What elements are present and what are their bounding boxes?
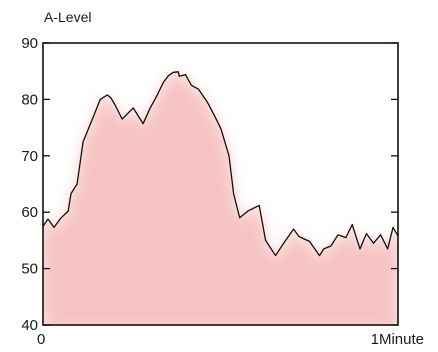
x-tick-label: 1Minute (371, 331, 424, 348)
y-tick-label: 70 (21, 148, 38, 165)
plot-frame (42, 42, 399, 326)
x-tick-label: 0 (37, 331, 45, 348)
y-axis-label: A-Level (44, 9, 91, 25)
x-axis: 0 1Minute (37, 331, 424, 348)
y-tick-label: 80 (21, 91, 38, 108)
area-fill-soft (43, 75, 398, 325)
y-tick-label: 40 (21, 317, 38, 334)
y-tick-label: 60 (21, 204, 38, 221)
series-line (42, 71, 399, 257)
y-tick-label: 50 (21, 261, 38, 278)
y-tick-label: 90 (21, 35, 38, 52)
area-fill (43, 71, 398, 325)
y-axis: 40 50 60 70 80 90 (21, 35, 398, 334)
